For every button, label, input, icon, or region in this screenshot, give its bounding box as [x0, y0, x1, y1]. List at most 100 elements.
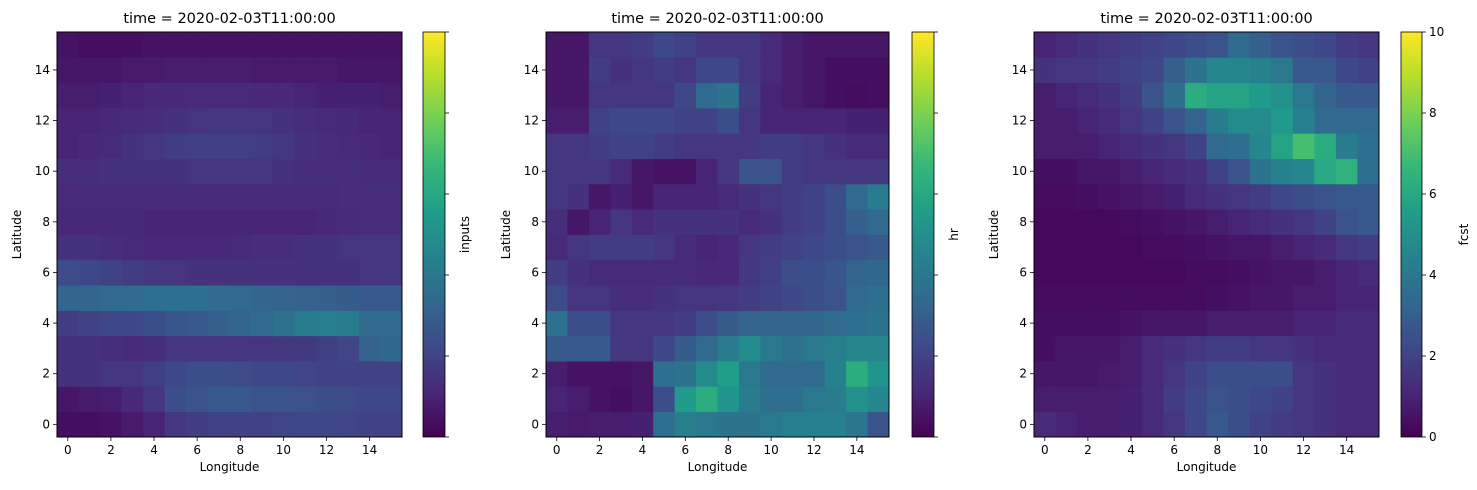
y-axis-label: Latitude — [987, 210, 1001, 259]
heatmap-cell — [164, 183, 187, 210]
heatmap-cell — [186, 82, 209, 109]
heatmap-cell — [567, 310, 590, 337]
heatmap-cell — [315, 335, 338, 362]
heatmap-cell — [803, 310, 826, 337]
heatmap-cell — [610, 310, 633, 337]
heatmap-cell — [380, 386, 403, 413]
heatmap-cell — [100, 183, 123, 210]
heatmap-cell — [164, 107, 187, 134]
heatmap-cell — [1055, 234, 1078, 261]
heatmap-cell — [867, 234, 890, 261]
heatmap-cell — [1163, 107, 1186, 134]
heatmap-cell — [100, 259, 123, 286]
heatmap-cell — [164, 411, 187, 438]
heatmap-cell — [1292, 209, 1315, 235]
heatmap-cell — [78, 183, 101, 210]
heatmap-cell — [1141, 285, 1164, 311]
heatmap-cell — [588, 158, 611, 185]
heatmap-cell — [1098, 82, 1121, 109]
heatmap-cell — [567, 285, 590, 311]
x-axis-label: Longitude — [1177, 460, 1237, 474]
heatmap-cell — [1141, 158, 1164, 185]
heatmap-cell — [760, 411, 783, 438]
heatmap-cell — [186, 259, 209, 286]
heatmap-cell — [358, 183, 381, 210]
x-tick-label: 10 — [763, 443, 778, 457]
heatmap-cell — [653, 158, 676, 185]
heatmap-cell — [1055, 386, 1078, 413]
heatmap-cell — [229, 107, 252, 134]
heatmap-cell — [229, 32, 252, 58]
heatmap-cell — [674, 32, 697, 58]
heatmap-cell — [78, 259, 101, 286]
heatmap-cell — [78, 310, 101, 337]
heatmap-cell — [186, 158, 209, 185]
heatmap-cell — [186, 386, 209, 413]
heatmap-cell — [803, 133, 826, 159]
heatmap-cell — [696, 133, 718, 159]
heatmap-cell — [867, 411, 890, 438]
heatmap-cell — [251, 107, 274, 134]
panel-fcst: 0 2 4 6 8 10 12 14 0 2 4 6 8 10 12 14 0 2 4 6 8 10 time = 2020… — [987, 11, 1471, 474]
heatmap-cell — [610, 57, 633, 84]
heatmap-cell — [760, 209, 783, 235]
heatmap-cell — [760, 386, 783, 413]
heatmap-cell — [164, 361, 187, 387]
heatmap-cell — [1292, 335, 1315, 362]
heatmap-cell — [696, 411, 718, 438]
heatmap-cell — [337, 234, 360, 261]
heatmap-cell — [1098, 209, 1121, 235]
heatmap-cell — [1206, 285, 1229, 311]
heatmap-cell — [1335, 133, 1358, 159]
heatmap-cell — [337, 335, 360, 362]
heatmap-cell — [315, 32, 338, 58]
heatmap-cell — [653, 259, 676, 286]
heatmap-cell — [251, 234, 274, 261]
heatmap-cell — [57, 335, 79, 362]
heatmap-cell — [358, 133, 381, 159]
heatmap-cell — [1077, 361, 1100, 387]
heatmap-cell — [272, 183, 295, 210]
heatmap-cell — [696, 361, 718, 387]
heatmap-cell — [717, 82, 740, 109]
heatmap-cell — [588, 285, 611, 311]
heatmap-cell — [121, 107, 144, 134]
heatmap-cell — [674, 107, 697, 134]
heatmap-cell — [207, 183, 230, 210]
heatmap-cell — [674, 82, 697, 109]
heatmap-cell — [78, 32, 101, 58]
colorbar-tick-label: 6 — [1429, 187, 1437, 201]
heatmap-cell — [867, 158, 890, 185]
heatmap-cell — [1206, 183, 1229, 210]
heatmap-cell — [674, 335, 697, 362]
heatmap-cell — [1314, 310, 1337, 337]
heatmap-cell — [1163, 310, 1186, 337]
heatmap-cell — [1034, 411, 1056, 438]
heatmap-cell — [78, 209, 101, 235]
heatmap-cell — [1120, 259, 1143, 286]
heatmap-cell — [1055, 411, 1078, 438]
heatmap-cell — [1249, 107, 1272, 134]
heatmap-cell — [867, 107, 890, 134]
x-tick-label: 2 — [107, 443, 115, 457]
heatmap-cell — [380, 234, 403, 261]
heatmap-cell — [1163, 285, 1186, 311]
heatmap-cell — [78, 361, 101, 387]
heatmap-cell — [1120, 386, 1143, 413]
heatmap-cell — [803, 335, 826, 362]
heatmap-cell — [1292, 158, 1315, 185]
heatmap-cell — [610, 209, 633, 235]
heatmap-cell — [380, 411, 403, 438]
heatmap-cell — [760, 32, 783, 58]
heatmap-cell — [207, 259, 230, 286]
heatmap-cell — [358, 82, 381, 109]
heatmap-cell — [696, 386, 718, 413]
y-tick-label: 10 — [524, 164, 539, 178]
heatmap-cell — [1098, 234, 1121, 261]
heatmap-cell — [567, 107, 590, 134]
x-tick-label: 8 — [1213, 443, 1221, 457]
y-tick-label: 10 — [1012, 164, 1027, 178]
heatmap-cell — [1314, 183, 1337, 210]
heatmap-cell — [380, 32, 403, 58]
heatmap-cell — [1141, 57, 1164, 84]
